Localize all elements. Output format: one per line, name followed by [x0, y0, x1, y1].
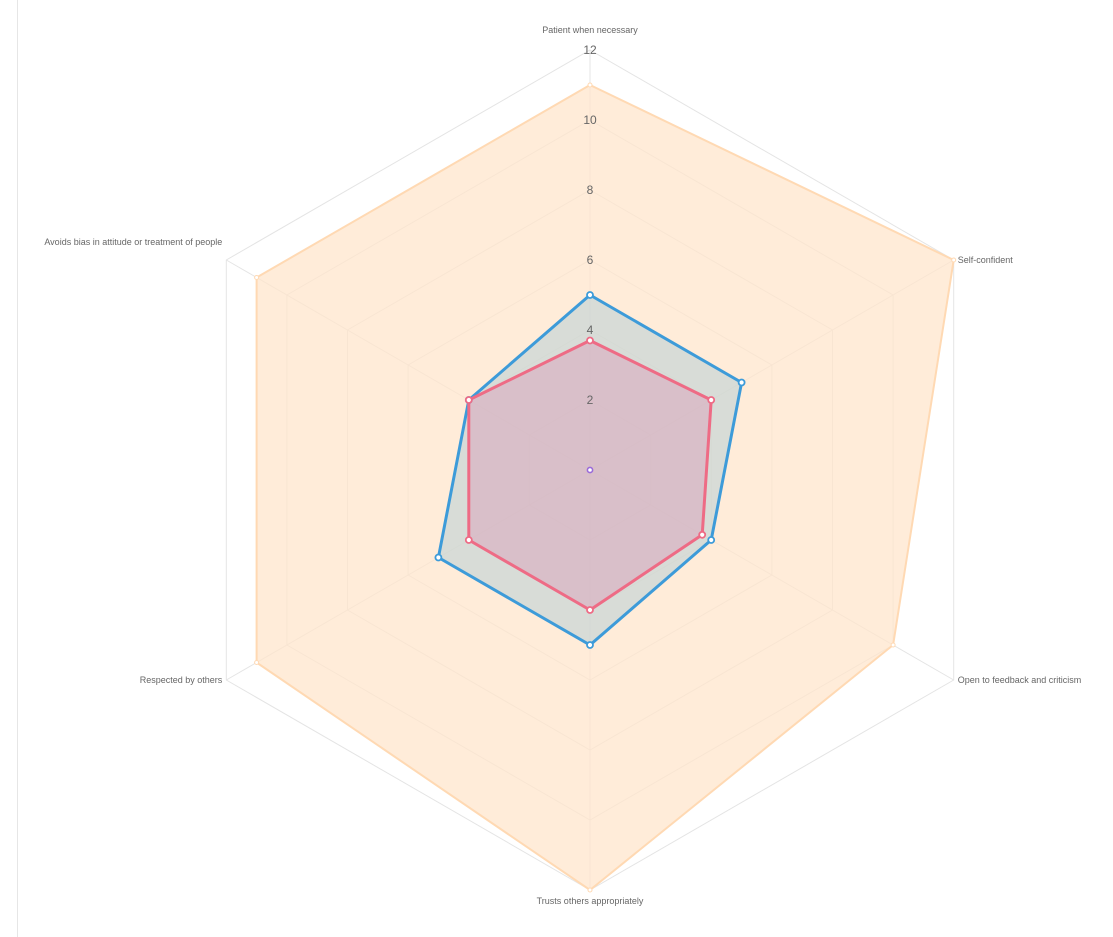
- series-2-point-3: [707, 536, 716, 544]
- tick-label-6: 6: [587, 253, 594, 267]
- axis-label-open-to-feedback: Open to feedback and criticism: [958, 675, 1082, 685]
- tick-label-10: 10: [583, 113, 597, 127]
- series-2-point-5: [434, 553, 443, 562]
- radar-tick-labels: 2 4 6 8 10 12: [583, 43, 597, 407]
- axis-label-patient: Patient when necessary: [542, 25, 638, 35]
- series-3-point-5: [464, 536, 473, 544]
- radar-axis-labels: Patient when necessary Self-confident Op…: [44, 25, 1081, 906]
- tick-label-2: 2: [587, 393, 594, 407]
- axis-label-self-confident: Self-confident: [958, 255, 1014, 265]
- series-1-point-2: [951, 257, 957, 263]
- series-1-point-3: [890, 642, 896, 648]
- panel-edge-divider: [17, 0, 18, 937]
- center-point: [586, 466, 594, 474]
- series-1-point-6: [254, 275, 260, 280]
- series-3-point-1: [586, 336, 594, 345]
- axis-label-avoids-bias: Avoids bias in attitude or treatment of …: [44, 237, 222, 247]
- radar-series: [254, 82, 957, 893]
- tick-label-12: 12: [583, 43, 597, 57]
- tick-label-8: 8: [587, 183, 594, 197]
- series-1-point-5: [254, 660, 260, 665]
- series-2-point-1: [586, 291, 594, 299]
- tick-label-4: 4: [587, 323, 594, 337]
- series-3-point-3: [698, 530, 707, 539]
- series-1-point-1: [587, 82, 593, 88]
- axis-label-respected: Respected by others: [140, 675, 223, 685]
- axis-label-trusts-others: Trusts others appropriately: [537, 896, 644, 906]
- series-3-point-2: [707, 396, 716, 404]
- series-3-point-4: [586, 606, 594, 614]
- series-2-point-4: [586, 641, 594, 649]
- series-1-point-4: [587, 887, 593, 893]
- series-3-point-6: [464, 396, 473, 404]
- series-2-point-2: [737, 378, 746, 387]
